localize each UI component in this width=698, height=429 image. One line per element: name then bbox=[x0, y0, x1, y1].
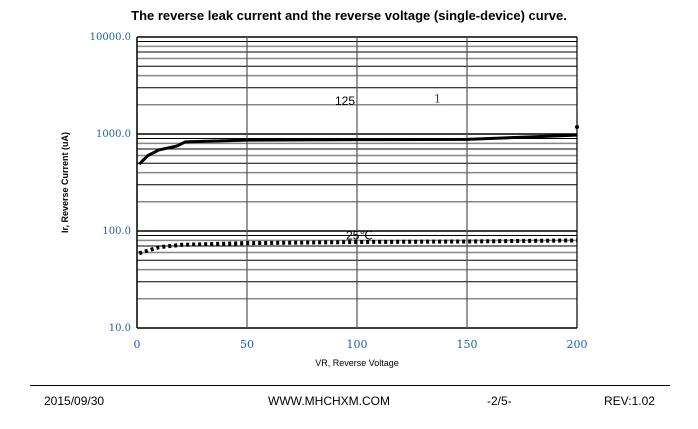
y-axis-label: Ir, Reverse Current (uA) bbox=[60, 132, 70, 233]
chart: 10.0 100.0 1000.0 10000.0 0 50 100 150 200 VR, Re… bbox=[60, 32, 588, 368]
series-line-1 bbox=[138, 238, 578, 256]
series-line-0 bbox=[138, 133, 578, 166]
x-axis-label: VR, Reverse Voltage bbox=[315, 358, 399, 368]
x-tick-label: 0 bbox=[134, 338, 141, 351]
y-tick-label: 10.0 bbox=[109, 323, 131, 334]
data-point bbox=[575, 125, 579, 130]
y-tick-label: 100.0 bbox=[102, 226, 131, 237]
series-annotation: 25℃ bbox=[346, 228, 373, 242]
y-tick-label: 1000.0 bbox=[96, 129, 131, 140]
footer-page: -2/5- bbox=[487, 394, 512, 408]
y-tick-label: 10000.0 bbox=[90, 32, 131, 43]
x-tick-label: 150 bbox=[457, 338, 478, 351]
footer-divider bbox=[30, 385, 670, 386]
x-tick-label: 50 bbox=[240, 338, 254, 351]
chart-title: The reverse leak current and the reverse… bbox=[131, 8, 567, 23]
footer-website: WWW.MHCHXM.COM bbox=[268, 394, 390, 408]
x-tick-label: 100 bbox=[347, 338, 368, 351]
series-annotation: 125 bbox=[335, 94, 355, 108]
footer-date: 2015/09/30 bbox=[44, 394, 105, 408]
x-tick-label: 200 bbox=[567, 338, 588, 351]
footer-revision: REV:1.02 bbox=[604, 394, 655, 408]
series-annotation: 1 bbox=[434, 93, 441, 106]
